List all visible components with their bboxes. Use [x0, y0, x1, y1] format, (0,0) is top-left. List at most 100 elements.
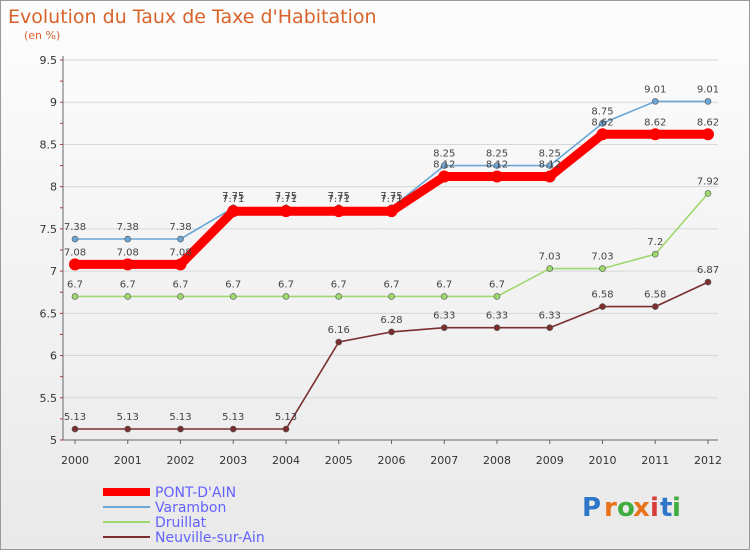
- data-label-2: 7.03: [539, 252, 561, 263]
- y-tick-label: 7.5: [40, 223, 58, 236]
- data-label-2: 6.7: [489, 279, 505, 290]
- data-label-1: 7.38: [64, 222, 86, 233]
- data-label-1: 7.38: [117, 222, 139, 233]
- series-2-point: [177, 293, 184, 300]
- logo-letter: i: [650, 493, 659, 523]
- chart-subtitle: (en %): [24, 29, 60, 42]
- data-label-0: 7.08: [169, 247, 191, 258]
- series-1-point: [651, 98, 659, 105]
- series-2-point: [71, 293, 79, 300]
- y-tick-label: 9: [50, 96, 57, 109]
- series-3-point: [599, 303, 606, 310]
- x-axis-ticks: 2000 2001 2002 2003 2004 2005 2006 2007 2008 2009…: [61, 454, 722, 467]
- data-label-0: 8.12: [433, 160, 455, 171]
- logo-letter: i: [672, 493, 681, 523]
- data-label-2: 6.7: [173, 279, 189, 290]
- data-label-1: 7.75: [380, 191, 402, 202]
- series-3-point: [440, 324, 448, 331]
- series-0-point: [438, 170, 451, 183]
- chart-title: Evolution du Taux de Taxe d'Habitation: [8, 6, 377, 28]
- data-label-3: 5.13: [117, 412, 139, 423]
- data-label-1: 7.38: [169, 222, 191, 233]
- series-3-point: [71, 425, 79, 433]
- data-label-2: 6.7: [278, 279, 294, 290]
- x-tick-label: 2001: [114, 454, 142, 467]
- data-label-3: 6.58: [644, 290, 666, 301]
- data-label-1: 9.01: [697, 84, 719, 95]
- series-2-point: [229, 293, 237, 300]
- y-tick-label: 7: [50, 265, 57, 278]
- data-label-3: 5.13: [64, 412, 86, 423]
- data-label-2: 7.03: [591, 252, 613, 263]
- x-tick-label: 2007: [430, 454, 458, 467]
- series-2-point: [599, 265, 606, 272]
- x-tick-label: 2003: [219, 454, 247, 467]
- y-tick-label: 8: [50, 181, 57, 194]
- data-label-3: 6.87: [697, 265, 719, 276]
- y-tick-label: 5.5: [40, 392, 58, 405]
- data-label-2: 6.7: [225, 279, 241, 290]
- data-label-2: 7.2: [647, 237, 663, 248]
- series-3-point: [704, 278, 712, 286]
- data-label-2: 6.7: [67, 279, 83, 290]
- data-label-2: 7.92: [697, 176, 719, 187]
- x-tick-label: 2005: [325, 454, 353, 467]
- x-tick-label: 2008: [483, 454, 511, 467]
- series-1-point: [124, 235, 132, 243]
- legend-label-0: PONT-D'AIN: [155, 485, 236, 501]
- series-3-point: [493, 324, 501, 331]
- series-2-point: [546, 265, 554, 272]
- data-label-2: 6.7: [120, 279, 136, 290]
- series-0-point: [69, 258, 81, 271]
- series-3-point: [335, 338, 343, 346]
- data-label-3: 6.16: [328, 325, 350, 336]
- data-label-0: 7.71: [328, 194, 350, 205]
- y-tick-label: 6: [50, 350, 57, 363]
- y-axis-ticks: 5 5.5 6 6.5 7 7.5 8 8.5 9 9.5: [40, 54, 58, 447]
- series-1-point: [546, 162, 554, 169]
- legend-label-2: Druillat: [155, 515, 207, 531]
- series-1-point: [493, 162, 501, 169]
- series-0-point: [174, 258, 187, 271]
- series-3-point: [546, 324, 554, 331]
- series-2-point: [704, 190, 712, 197]
- y-tick-label: 9.5: [40, 54, 58, 67]
- series-1-point: [177, 235, 184, 243]
- data-label-0: 7.71: [222, 194, 244, 205]
- series-1-point: [71, 235, 79, 243]
- x-tick-label: 2012: [694, 454, 722, 467]
- series-2-point: [651, 250, 659, 258]
- series-2-point: [335, 293, 343, 300]
- data-label-3: 5.13: [222, 412, 244, 423]
- x-tick-label: 2011: [641, 454, 669, 467]
- data-label-3: 6.33: [433, 311, 455, 322]
- legend-label-1: Varambon: [155, 500, 226, 516]
- series-2-point: [124, 293, 132, 300]
- x-tick-label: 2000: [61, 454, 89, 467]
- series-1-point: [704, 98, 712, 105]
- x-tick-label: 2006: [378, 454, 406, 467]
- series-0-point: [227, 205, 240, 218]
- series-3-point: [651, 303, 659, 310]
- series-0-point: [121, 258, 134, 271]
- data-label-0: 7.71: [380, 194, 402, 205]
- y-tick-label: 8.5: [40, 138, 58, 151]
- data-label-2: 6.7: [384, 279, 400, 290]
- series-3-point: [388, 328, 395, 336]
- data-label-1: 7.75: [222, 191, 244, 202]
- series-0-point: [332, 205, 345, 218]
- x-tick-label: 2004: [272, 454, 300, 467]
- logo-letter: P: [582, 493, 601, 523]
- x-tick-label: 2009: [536, 454, 564, 467]
- data-label-1: 8.25: [539, 149, 561, 160]
- data-label-1: 9.01: [644, 84, 666, 95]
- logo-letter: r: [604, 493, 617, 523]
- series-group: [69, 98, 714, 433]
- data-label-3: 5.13: [169, 412, 191, 423]
- x-tick-label: 2002: [167, 454, 195, 467]
- series-3-point: [124, 425, 132, 433]
- series-0-point: [649, 128, 662, 141]
